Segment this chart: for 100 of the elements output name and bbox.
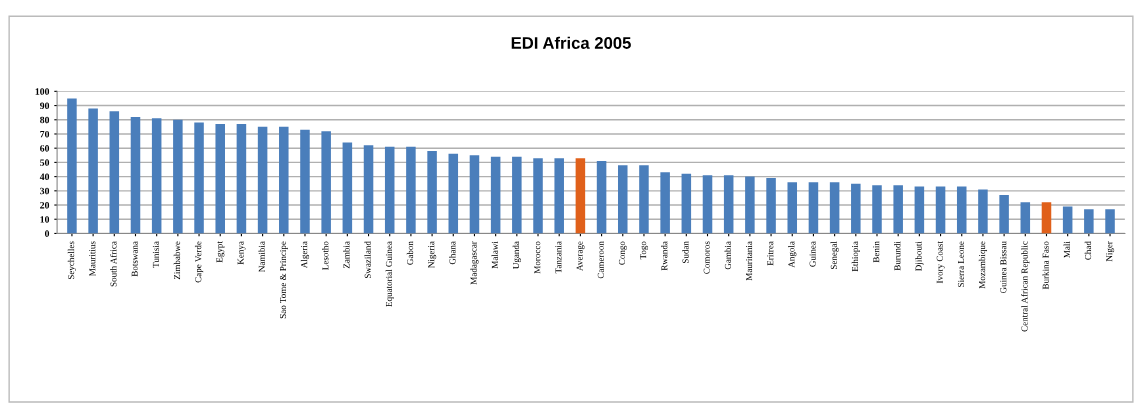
bar [723,175,734,234]
bar [745,176,755,234]
bar [406,146,416,234]
bar [88,108,98,234]
bar [956,186,967,234]
bar [279,126,289,234]
x-tick-label: Swaziland [364,241,371,279]
bar [808,182,819,234]
x-tick-label: Benin [873,241,880,263]
bar [914,186,925,234]
bar [872,185,882,234]
bar [448,153,459,234]
x-tick-label: Niger [1106,241,1115,262]
x-tick-label: Mali [1063,241,1070,258]
y-tick-label: 50 [40,159,50,166]
bar [766,178,776,234]
bar [215,124,225,234]
x-tick-label: Nigeria [428,241,437,268]
bar [342,142,353,234]
x-tick-label: Tunisia [152,241,159,268]
bar [1105,209,1115,234]
bar [596,160,607,234]
bar [533,158,543,234]
bar [787,182,798,234]
x-tick-label: Mozambique [978,241,988,289]
x-tick-label: Central African Republic [1021,241,1030,332]
bar [300,129,310,234]
x-tick-label: Uganda [512,241,521,269]
x-tick-label: Botswana [131,241,138,277]
x-tick-label: Sao Tome & Principe [279,241,288,319]
x-tick-label: Seychelles [67,241,77,280]
bar [384,146,395,234]
x-tick-label: Gambia [724,241,731,270]
x-tick-label: Mauritius [89,241,96,276]
x-tick-label: Comoros [703,241,710,274]
x-tick-label: Burkina Faso [1042,241,1049,290]
x-tick-label: Angola [788,241,797,268]
bar [702,175,713,234]
x-tick-label: Namibia [258,241,265,272]
bar [639,165,649,234]
x-tick-label: Guinea [809,241,816,267]
x-tick-label: Eritrea [767,241,774,266]
bar [1020,202,1031,234]
bar [829,182,840,234]
x-tick-label: Guinea Bissau [1000,241,1007,294]
bar [130,116,141,234]
bar [363,145,374,234]
x-tick-label: Madagascar [470,241,479,285]
y-tick-label: 100 [35,88,50,95]
bar [575,158,586,234]
y-tick-label: 90 [40,102,50,110]
x-tick-label: Sierra Leone [957,241,964,287]
bar [67,98,77,234]
bar [512,156,522,234]
x-tick-label: Ethiopia [851,241,860,272]
bar [321,131,331,234]
x-tick-label: Chad [1084,241,1092,260]
bar [490,156,501,234]
x-tick-label: Morocco [534,241,541,274]
bar [851,183,861,234]
x-tick-label: Algeria [300,241,310,269]
x-tick-label: Tanzania [555,241,562,274]
bar [618,165,628,234]
bar [1041,202,1052,234]
x-tick-label: Cameroon [597,241,604,279]
bar [978,189,988,234]
y-tick-label: 60 [40,145,50,152]
bar [660,172,670,234]
x-tick-label: Mauritania [746,241,753,281]
x-tick-label: Lesotho [322,241,329,270]
bar [935,186,946,234]
bar [469,155,480,234]
x-tick-label: Ivory Coast [936,241,945,284]
bar [554,158,564,234]
x-tick-label: Congo [618,241,627,265]
bar [194,122,204,234]
bar [999,195,1009,234]
y-tick-label: 10 [40,216,50,223]
bar [109,111,120,234]
y-tick-label: 20 [40,201,50,209]
x-tick-label: Togo [640,241,649,260]
bar [427,151,437,234]
y-tick-label: 0 [44,230,50,237]
x-tick-label: Gabon [406,241,414,265]
x-tick-label: Ghana [449,241,456,265]
y-tick-label: 40 [39,173,50,181]
x-tick-label: Zimbabwe [173,241,181,280]
x-tick-label: Rwanda [661,241,668,271]
x-tick-label: Djibouti [915,241,924,271]
x-tick-label: Malawi [491,241,498,269]
x-tick-label: Cape Verde [194,241,204,283]
bar [236,124,247,234]
bar [1084,209,1094,234]
chart-title: EDI Africa 2005 [511,36,631,49]
x-tick-label: Egypt [216,241,225,263]
y-tick-label: 30 [40,187,50,195]
x-tick-label: Sudan [682,241,689,264]
x-tick-label: South Africa [110,241,117,287]
bar [151,118,162,234]
bar [257,126,268,234]
